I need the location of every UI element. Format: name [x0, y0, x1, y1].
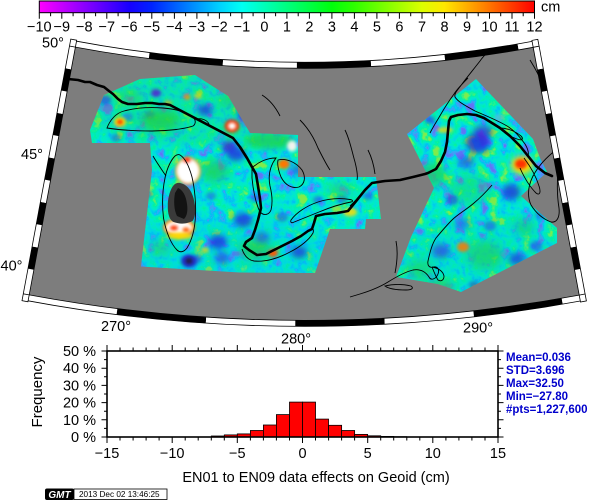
svg-text:7: 7	[418, 20, 426, 36]
svg-text:3: 3	[328, 20, 336, 36]
svg-text:12: 12	[526, 20, 542, 36]
svg-text:270°: 270°	[101, 319, 131, 335]
svg-text:10 %: 10 %	[63, 413, 96, 429]
svg-text:5: 5	[364, 446, 372, 462]
svg-text:50 %: 50 %	[63, 344, 96, 360]
svg-text:10: 10	[425, 446, 441, 462]
svg-text:6: 6	[395, 20, 403, 36]
svg-text:30 %: 30 %	[63, 378, 96, 394]
svg-text:15: 15	[490, 446, 506, 462]
svg-text:−10: −10	[160, 446, 185, 462]
svg-text:2: 2	[305, 20, 313, 36]
svg-text:STD=3.696: STD=3.696	[506, 365, 565, 377]
svg-text:−15: −15	[95, 446, 120, 462]
svg-text:0 %: 0 %	[71, 430, 96, 446]
svg-text:Max=32.50: Max=32.50	[506, 378, 564, 390]
svg-text:#pts=1,227,600: #pts=1,227,600	[506, 404, 588, 416]
svg-text:0: 0	[298, 446, 306, 462]
svg-text:45°: 45°	[21, 147, 43, 163]
svg-text:4: 4	[350, 20, 358, 36]
svg-text:9: 9	[463, 20, 471, 36]
svg-text:−5: −5	[144, 20, 161, 36]
svg-text:−2: −2	[211, 20, 228, 36]
svg-text:2013 Dec 02 13:46:25: 2013 Dec 02 13:46:25	[79, 490, 160, 499]
svg-text:8: 8	[440, 20, 448, 36]
svg-text:−10: −10	[27, 20, 52, 36]
svg-text:50°: 50°	[42, 36, 64, 52]
svg-text:40°: 40°	[1, 259, 23, 275]
svg-text:−7: −7	[99, 20, 116, 36]
svg-text:−6: −6	[121, 20, 138, 36]
svg-text:−8: −8	[76, 20, 93, 36]
svg-text:Min=−27.80: Min=−27.80	[506, 391, 568, 403]
svg-text:−5: −5	[229, 446, 246, 462]
svg-text:20 %: 20 %	[63, 396, 96, 412]
svg-text:−3: −3	[189, 20, 206, 36]
svg-text:1: 1	[283, 20, 291, 36]
svg-text:290°: 290°	[463, 321, 493, 337]
svg-text:5: 5	[373, 20, 381, 36]
svg-text:280°: 280°	[281, 332, 311, 348]
svg-text:EN01 to EN09 data effects on G: EN01 to EN09 data effects on Geoid (cm)	[182, 470, 449, 486]
svg-text:−1: −1	[234, 20, 251, 36]
svg-text:10: 10	[481, 20, 497, 36]
svg-text:−9: −9	[54, 20, 71, 36]
svg-text:−4: −4	[166, 20, 183, 36]
svg-text:cm: cm	[541, 0, 560, 16]
svg-text:0: 0	[260, 20, 268, 36]
svg-text:40 %: 40 %	[63, 361, 96, 377]
svg-text:11: 11	[504, 20, 519, 36]
svg-text:Frequency: Frequency	[29, 356, 46, 427]
svg-text:GMT: GMT	[48, 490, 71, 500]
svg-text:Mean=0.036: Mean=0.036	[506, 352, 571, 364]
